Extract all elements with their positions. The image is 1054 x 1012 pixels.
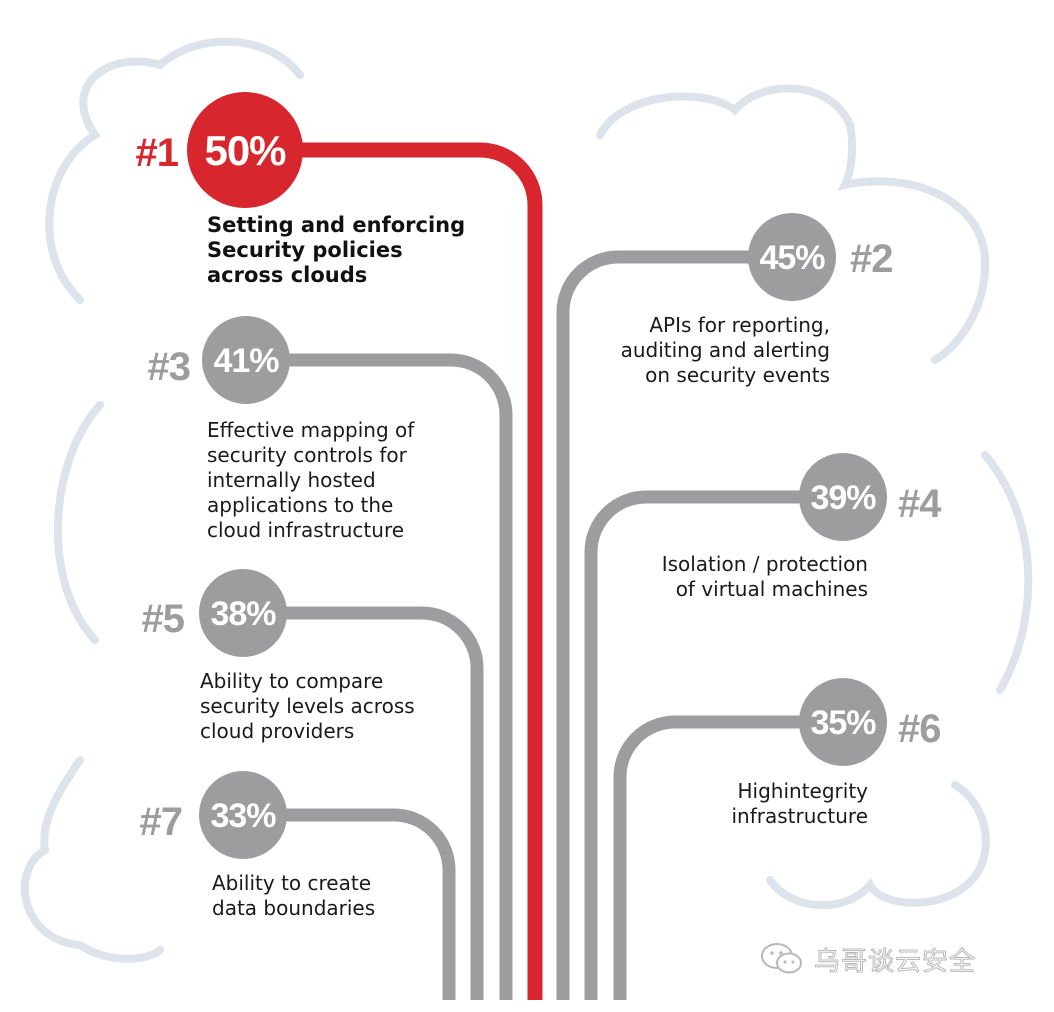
rank-node-5: 38% #5 [142,569,287,657]
cloud-outline-bottom-left [20,756,164,963]
branch-line-1 [245,142,543,1000]
percent-value-3: 41% [213,342,279,380]
branch-lines [243,142,843,1000]
percent-value-4: 39% [810,479,876,517]
rank-node-1: 50% #1 [136,92,303,208]
rank-label-6: #6 [898,707,941,751]
branch-line-4 [584,490,843,1000]
rank-circle-3 [202,316,290,404]
percent-value-5: 38% [210,595,276,633]
rank-circle-2 [748,213,836,301]
item-2-label: APIs for reporting, auditing and alertin… [620,313,830,387]
rank-nodes: 50% #1 45% #2 41% #3 39% #4 38% #5 35% #6 33% #7 [136,92,943,859]
rank-circle-4 [799,453,887,541]
percent-value-6: 35% [810,704,876,742]
rank-label-7: #7 [140,800,183,844]
rank-node-6: 35% #6 [799,678,942,766]
rank-label-3: #3 [148,345,191,389]
rank-circle-5 [199,569,287,657]
rank-circle-7 [199,771,287,859]
watermark: 乌哥谈云安全 [758,940,976,978]
item-5-label: Ability to compare security levels acros… [200,669,415,743]
percent-value-1: 50% [204,127,286,174]
percent-value-7: 33% [210,797,276,835]
branch-line-7 [243,808,456,1000]
rank-node-3: 41% #3 [148,316,290,404]
cloud-outline-top-right [596,84,990,364]
cloud-outline-left-middle [53,401,104,644]
rank-label-4: #4 [898,482,942,526]
rank-circle-6 [799,678,887,766]
item-1-label: Setting and enforcing Security policies … [207,213,466,287]
item-4-label: Isolation / protection of virtual machin… [661,552,868,601]
cloud-outlines [20,37,1033,963]
item-3-label: Effective mapping of security controls f… [207,418,415,542]
branch-line-3 [246,353,513,1000]
rank-label-2: #2 [850,237,893,281]
rank-label-1: #1 [136,131,179,175]
wechat-icon [761,943,802,974]
rank-circle-1 [187,92,303,208]
rank-node-7: 33% #7 [140,771,287,859]
cloud-outline-top-left [45,37,304,304]
branch-line-5 [243,606,484,1000]
watermark-text: 乌哥谈云安全 [813,946,977,977]
branch-line-6 [613,715,843,1000]
branch-line-2 [556,250,792,1000]
percent-value-2: 45% [759,239,825,277]
cloud-outline-bottom-right [766,781,990,909]
rank-node-2: 45% #2 [748,213,894,301]
rank-node-4: 39% #4 [799,453,943,541]
rank-label-5: #5 [142,597,185,641]
cloud-outline-right-middle [981,451,1033,694]
item-6-label: Highintegrity infrastructure [731,779,868,828]
item-7-label: Ability to create data boundaries [212,871,376,920]
